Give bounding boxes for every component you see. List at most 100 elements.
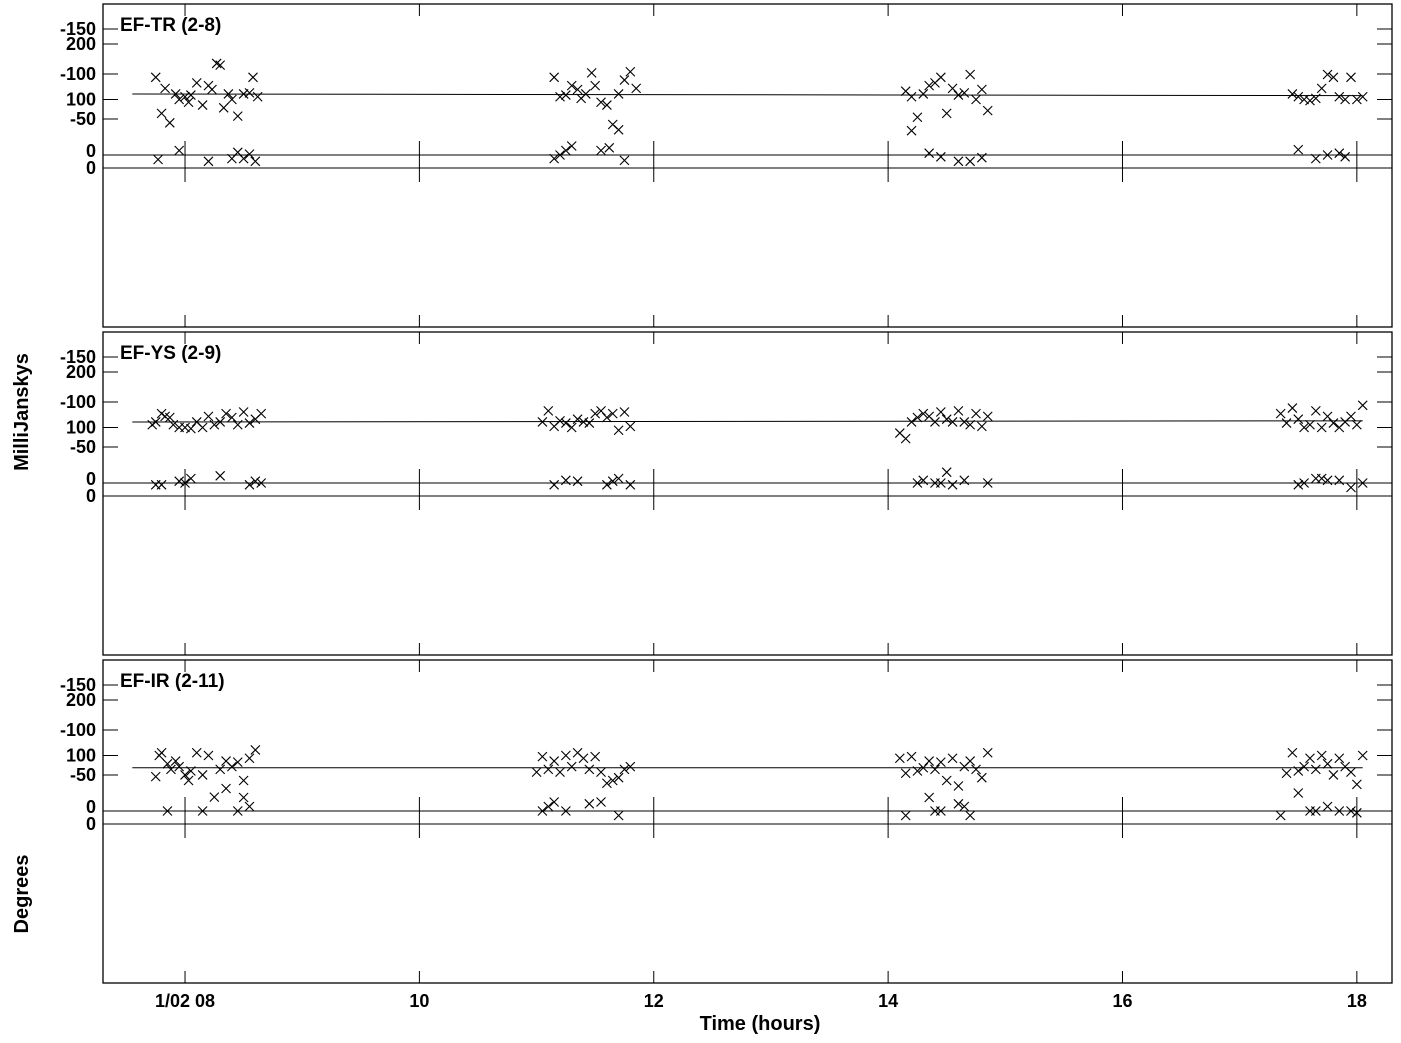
phase-point-stroke-b	[935, 806, 946, 816]
phase-point-stroke-b	[1293, 788, 1304, 798]
amplitude-point	[1305, 419, 1315, 430]
amplitude-point	[1357, 750, 1368, 761]
amplitude-point	[590, 751, 601, 762]
amplitude-point-stroke-b	[1281, 418, 1292, 428]
amplitude-point-stroke-b	[560, 90, 571, 100]
phase-point	[953, 798, 964, 809]
phase-point	[203, 156, 214, 167]
amplitude-point	[619, 407, 630, 417]
amplitude-point	[1316, 422, 1327, 433]
phase-point-stroke-b	[619, 155, 630, 166]
amplitude-point	[900, 768, 911, 779]
amplitude-point-stroke-b	[607, 119, 618, 130]
amplitude-point	[211, 58, 222, 69]
amplitude-fit-line	[132, 93, 1363, 97]
phase-point-stroke-b	[560, 475, 571, 486]
amplitude-point	[1322, 411, 1333, 422]
amplitude-point	[580, 89, 591, 99]
phase-point-stroke-b	[918, 475, 929, 486]
amplitude-point-stroke-b	[601, 100, 612, 110]
phase-point-stroke-b	[1346, 806, 1356, 816]
amplitude-point	[584, 418, 595, 428]
amplitude-point-stroke-b	[560, 750, 571, 761]
amplitude-point-stroke-b	[1287, 89, 1298, 99]
amplitude-point-stroke-b	[1293, 766, 1304, 776]
amplitude-point-stroke-b	[531, 767, 542, 778]
panel-frame	[102, 331, 1393, 656]
amplitude-point-stroke-b	[180, 91, 190, 102]
amplitude-point	[1357, 91, 1368, 102]
amplitude-point	[250, 745, 261, 755]
phase-point-stroke-b	[1293, 479, 1304, 490]
amplitude-point-stroke-b	[918, 408, 929, 419]
x-tick-label: 16	[1112, 991, 1132, 1011]
amplitude-point	[566, 422, 577, 433]
amplitude-point	[959, 417, 970, 427]
phase-point	[613, 473, 624, 484]
y-tick-label: -150	[60, 19, 96, 39]
amplitude-point	[590, 80, 601, 91]
amplitude-point-stroke-b	[912, 766, 923, 776]
amplitude-point-stroke-b	[625, 66, 636, 77]
amplitude-point	[180, 422, 190, 433]
phase-point	[153, 154, 163, 165]
phase-point-stroke-b	[543, 801, 554, 812]
y-tick-label-amp-zero: 0	[86, 469, 96, 489]
amplitude-point	[560, 750, 571, 761]
amplitude-point-stroke-b	[930, 417, 940, 427]
phase-point	[174, 476, 185, 487]
phase-point	[543, 801, 554, 812]
amplitude-point	[1328, 72, 1339, 83]
phase-point-stroke-b	[935, 151, 946, 162]
phase-point	[625, 479, 636, 490]
amplitude-point	[572, 84, 583, 95]
phase-point	[941, 467, 952, 478]
phase-point	[1346, 482, 1356, 493]
amplitude-point-stroke-b	[185, 423, 196, 434]
panel-1: 100 200 00 -50 -100 -150 EF-TR (2-8)	[60, 3, 1393, 328]
amplitude-point-stroke-b	[1305, 753, 1315, 764]
amplitude-point-stroke-b	[578, 753, 589, 764]
amplitude-point-stroke-b	[894, 428, 905, 438]
amplitude-point-stroke-b	[906, 91, 917, 102]
amplitude-point	[941, 108, 952, 119]
amplitude-point	[244, 418, 255, 428]
amplitude-point-stroke-b	[156, 747, 167, 758]
amplitude-point-stroke-b	[965, 756, 976, 766]
amplitude-point-stroke-b	[631, 83, 642, 94]
phase-point	[549, 153, 560, 164]
amplitude-point-stroke-b	[1322, 69, 1333, 80]
phase-point	[959, 801, 970, 812]
amplitude-point	[619, 75, 630, 85]
phase-point	[1322, 475, 1333, 486]
amplitude-point	[183, 97, 194, 108]
phase-point-stroke-b	[1334, 148, 1345, 159]
amplitude-point	[947, 83, 958, 94]
amplitude-point	[601, 100, 612, 110]
y-tick-label: 200	[66, 690, 96, 710]
phase-point-stroke-b	[982, 478, 993, 488]
phase-point-stroke-b	[180, 478, 190, 488]
y-axis-label-amplitude: MilliJanskys	[11, 353, 33, 471]
amplitude-point-stroke-b	[1322, 411, 1333, 422]
phase-point	[1275, 810, 1286, 821]
amplitude-point-stroke-b	[232, 419, 243, 430]
amplitude-point-stroke-b	[170, 89, 181, 99]
amplitude-point-stroke-b	[221, 408, 231, 419]
amplitude-point	[232, 757, 243, 768]
phase-point-stroke-b	[601, 479, 612, 490]
y-tick-label: -100	[60, 720, 96, 740]
amplitude-point	[982, 105, 993, 116]
amplitude-point-stroke-b	[971, 764, 981, 775]
amplitude-point-stroke-b	[924, 80, 935, 91]
phase-point-stroke-b	[244, 479, 255, 490]
phase-point	[156, 479, 167, 490]
amplitude-point-stroke-b	[619, 764, 630, 775]
amplitude-point-stroke-b	[1293, 91, 1304, 102]
amplitude-point	[607, 775, 618, 786]
amplitude-point-stroke-b	[924, 411, 935, 422]
amplitude-point-stroke-b	[197, 770, 208, 780]
amplitude-point	[207, 84, 217, 95]
amplitude-point	[935, 757, 946, 768]
